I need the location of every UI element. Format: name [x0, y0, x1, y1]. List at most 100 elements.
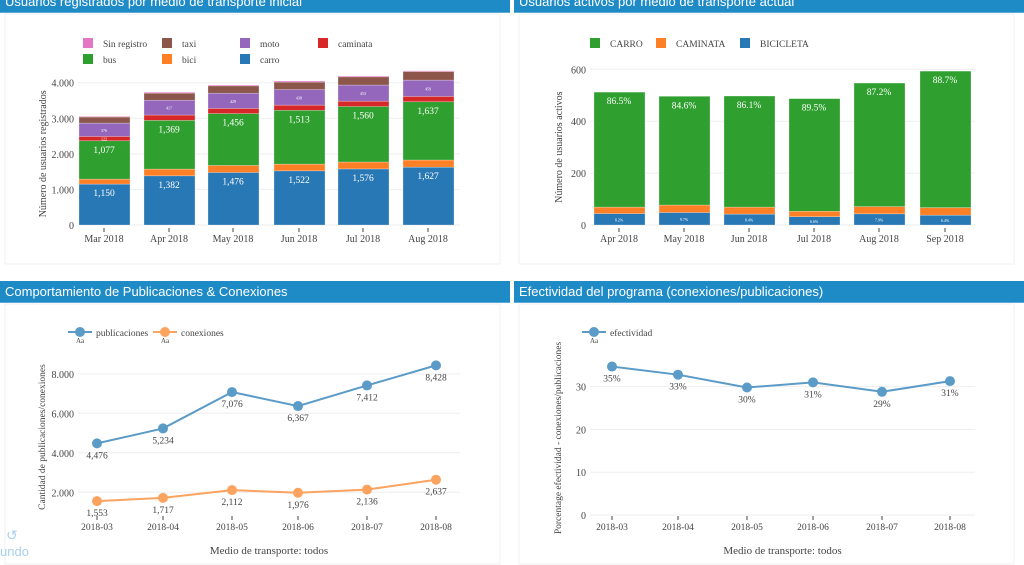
bar-bici [337, 161, 390, 170]
line-conexiones [96, 478, 437, 503]
x-tick-label: May 2018 [213, 234, 254, 245]
bar-label: 1,576 [352, 174, 374, 184]
x-tick-label: 2018-03 [81, 523, 113, 533]
y-axis-title: Número de usuarios activos [554, 91, 565, 202]
bar-bus [143, 120, 196, 170]
bar-bici [78, 178, 131, 185]
point-efectividad [877, 386, 887, 397]
bar-bus [337, 106, 390, 163]
bar-taxi [337, 76, 390, 86]
bar-label: 87.2% [867, 88, 892, 98]
x-tick-label: Mar 2018 [84, 234, 123, 245]
point-label: 35% [603, 375, 621, 385]
bar-sin-registro [207, 84, 260, 87]
legend-marker-publicaciones [75, 327, 85, 337]
point-label: 7,076 [221, 400, 243, 410]
x-tick-label: Jul 2018 [346, 234, 380, 245]
bar-bici [207, 165, 260, 173]
bar-carro [919, 70, 972, 208]
legend-swatch-taxi [162, 38, 172, 48]
line-efectividad [611, 365, 951, 393]
point-conexiones [362, 484, 372, 495]
point-publicaciones [293, 401, 303, 412]
x-tick-label: 2018-04 [147, 523, 179, 533]
bar-bus [78, 140, 131, 180]
bar-label: 417 [166, 106, 172, 111]
point-label: 1,717 [152, 506, 174, 516]
y-tick-label: 20 [576, 425, 586, 436]
y-tick-label: 4.000 [52, 79, 75, 90]
bar-label: 89.5% [802, 104, 827, 114]
y-tick-label: 0 [581, 511, 586, 522]
bar-bus [402, 101, 455, 161]
point-conexiones [92, 496, 102, 507]
legend-swatch-bus [83, 54, 93, 64]
point-label: 29% [873, 400, 891, 410]
legend-swatch-caminata [318, 38, 328, 48]
panel-title-active-users: Usuarios activos por medio de transporte… [514, 0, 1024, 13]
y-tick-label: 6.000 [52, 409, 75, 420]
bar-label: 1,560 [352, 111, 374, 121]
bar-label: 84.6% [672, 101, 697, 111]
point-label: 31% [941, 389, 959, 399]
x-axis-title: Medio de transporte: todos [723, 545, 841, 557]
legend-sub: Aa [590, 337, 599, 345]
point-efectividad [607, 361, 617, 372]
bar-sin-registro [337, 75, 390, 78]
bar-sin-registro [402, 70, 455, 72]
legend-swatch-moto [240, 38, 250, 48]
legend-label: moto [260, 40, 280, 50]
x-tick-label: 2018-04 [662, 523, 694, 533]
x-tick-label: 2018-06 [282, 523, 314, 533]
undo-button[interactable]: ↺ undo [0, 527, 29, 559]
bar-bus [273, 110, 326, 165]
y-tick-label: 600 [571, 65, 586, 76]
panel-title-publications-connections: Comportamiento de Publicaciones & Conexi… [0, 281, 510, 303]
point-label: 2,136 [356, 498, 378, 508]
bar-caminata [853, 206, 906, 215]
y-tick-label: 10 [576, 468, 586, 479]
bar-label: 122 [101, 137, 107, 142]
x-tick-label: 2018-08 [934, 523, 966, 533]
bar-label: 9.7% [680, 217, 689, 222]
point-efectividad [808, 377, 818, 388]
y-tick-label: 400 [571, 117, 586, 128]
plot-panel-2 [4, 303, 501, 565]
legend-sub: Aa [76, 337, 85, 345]
y-tick-label: 1.000 [52, 185, 75, 196]
x-tick-label: 2018-05 [731, 523, 763, 533]
y-tick-label: 0 [69, 221, 74, 232]
point-publicaciones [431, 360, 441, 371]
bar-label: 453 [360, 91, 366, 96]
bar-bici [143, 168, 196, 177]
bar-label: 86.1% [737, 101, 762, 111]
bar-sin-registro [273, 80, 326, 83]
bar-carro [273, 170, 326, 226]
y-tick-label: 0 [581, 221, 586, 232]
panel-title-effectiveness: Efectividad del programa (conexiones/pub… [514, 281, 1024, 303]
bar-label: 429 [230, 99, 236, 104]
y-tick-label: 2.000 [52, 150, 75, 161]
bar-taxi [273, 81, 326, 90]
panel-title-registered-users: Usuarios registrados por medio de transp… [0, 0, 510, 13]
bar-label: 1,513 [288, 115, 310, 125]
x-tick-label: Aug 2018 [859, 234, 899, 245]
bar-label: 8.4% [745, 218, 754, 223]
bar-carro [723, 95, 776, 208]
legend-label: efectividad [610, 328, 652, 339]
bar-taxi [207, 85, 260, 94]
undo-label: undo [0, 544, 29, 559]
bar-caminata [143, 114, 196, 121]
legend-label: BICICLETA [760, 40, 809, 50]
x-tick-label: 2018-03 [596, 523, 628, 533]
legend-label: bici [182, 56, 197, 66]
point-conexiones [293, 487, 303, 498]
y-tick-label: 200 [571, 169, 586, 180]
x-tick-label: May 2018 [664, 234, 705, 245]
point-label: 7,412 [356, 393, 378, 403]
bar-bus [207, 113, 260, 166]
legend-label: CAMINATA [676, 40, 726, 50]
bar-carro [207, 172, 260, 226]
x-tick-label: 2018-06 [797, 523, 829, 533]
